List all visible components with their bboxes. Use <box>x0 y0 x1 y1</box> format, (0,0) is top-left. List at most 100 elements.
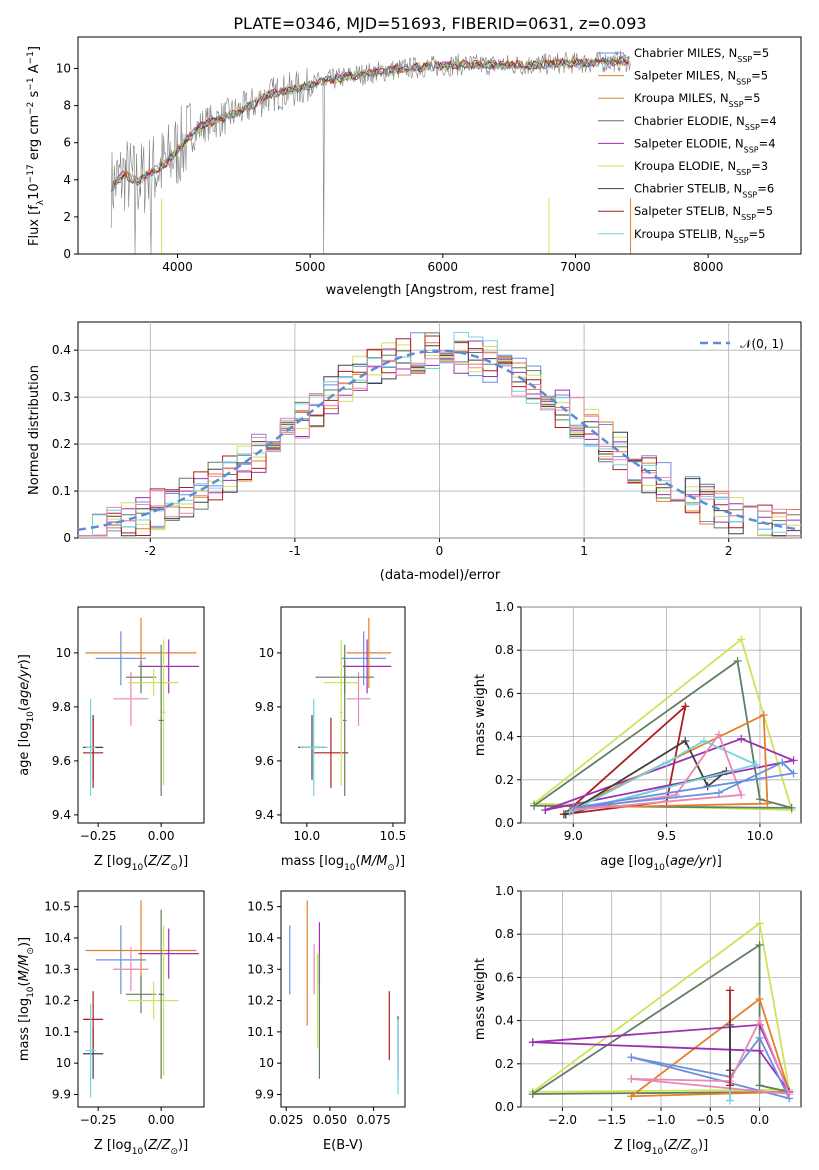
x-axis-label: Z [log10(Z/Z⊙)] <box>94 1138 188 1157</box>
y-tick-label: 0.1 <box>52 484 71 498</box>
y-tick-label: 6 <box>63 136 71 150</box>
mass-weight-line <box>572 713 769 809</box>
y-tick-label: 0.4 <box>495 1014 514 1028</box>
mass-weight-marker <box>733 657 742 665</box>
y-tick-label: 10 <box>56 1056 71 1070</box>
mass-weight-marker <box>763 799 772 808</box>
legend-entry: Chabrier ELODIE, NSSP=4 <box>634 114 777 132</box>
mass-weight-marker <box>726 986 735 995</box>
legend-entry: 𝒩(0, 1) <box>740 337 784 351</box>
y-axis-label: Flux [fλ10−17 erg cm−2 s−1 A−1] <box>26 46 46 246</box>
y-axis-label: mass [log10(M/M⊙)] <box>17 937 36 1061</box>
mass-weight-marker <box>755 1046 764 1055</box>
plot-frame <box>280 890 406 1108</box>
legend-entry: Salpeter STELIB, NSSP=5 <box>634 204 773 222</box>
x-tick-label: 9.0 <box>564 829 583 843</box>
mass-vs-metallicity-panel: −0.25 0.00 9.9 10 10.1 10.2 10.3 10.4 10.5 Z [log… <box>17 890 205 1157</box>
y-tick-label: 0.3 <box>52 390 71 404</box>
plot-frame <box>77 606 205 824</box>
y-tick-label: 0.6 <box>495 686 514 700</box>
legend-entry: Salpeter MILES, NSSP=5 <box>634 69 768 87</box>
y-axis-label: mass weight <box>473 958 488 1040</box>
mass-weight-marker <box>759 711 768 719</box>
mass-weight-line <box>533 637 793 811</box>
y-tick-label: 10 <box>56 62 71 76</box>
x-tick-label: 10.0 <box>747 829 774 843</box>
y-tick-label: 0 <box>63 531 71 545</box>
legend-entry: Chabrier STELIB, NSSP=6 <box>634 182 774 200</box>
mass-weight-vs-metallicity-panel: −2.0 −1.5 −1.0 −0.5 0.0 0.0 0.2 0.4 0.6 0.8 1.0 Z [… <box>473 884 802 1157</box>
x-tick-label: 8000 <box>693 260 724 274</box>
y-tick-label: 9.6 <box>52 754 71 768</box>
mass-weight-marker <box>737 734 746 743</box>
x-tick-label: 0.0 <box>750 1113 769 1127</box>
mass-weight-line <box>563 703 687 816</box>
mass-weight-marker <box>755 941 764 949</box>
age-vs-mass-panel: 10.0 10.5 9.4 9.6 9.8 10 mass [log10(M/M⊙)] <box>255 606 407 873</box>
mass-weight-marker <box>778 758 787 767</box>
y-tick-label: 0.8 <box>495 927 514 941</box>
y-tick-label: 0.2 <box>495 1057 514 1071</box>
mass-weight-line <box>532 921 791 1093</box>
mass-weight-marker <box>528 1090 537 1099</box>
y-tick-label: 0.2 <box>495 773 514 787</box>
x-tick-label: 10.5 <box>380 829 407 843</box>
y-axis-label: mass weight <box>473 674 488 756</box>
x-tick-label: −0.25 <box>80 829 117 843</box>
y-tick-label: 9.9 <box>255 1087 274 1101</box>
y-tick-label: 0 <box>63 247 71 261</box>
y-tick-label: 0.8 <box>495 643 514 657</box>
y-tick-label: 9.8 <box>255 700 274 714</box>
x-tick-label: 10.0 <box>293 829 320 843</box>
x-axis-label: Z [log10(Z/Z⊙)] <box>94 854 188 873</box>
legend-entry: Kroupa STELIB, NSSP=5 <box>634 227 765 245</box>
y-tick-label: 10.2 <box>44 994 71 1008</box>
x-tick-label: −2.0 <box>548 1113 577 1127</box>
mass-weight-marker <box>755 919 764 928</box>
mass-weight-marker <box>752 760 761 769</box>
mass-weight-marker <box>755 1081 764 1090</box>
mass-weight-marker <box>737 790 746 799</box>
legend-entry: Chabrier MILES, NSSP=5 <box>634 46 769 64</box>
y-tick-label: 10.5 <box>247 900 274 914</box>
y-tick-label: 10.4 <box>44 931 71 945</box>
model-spectrum-line <box>110 55 630 192</box>
x-tick-label: −1.0 <box>646 1113 675 1127</box>
mass-weight-marker <box>787 803 796 812</box>
y-tick-label: 2 <box>63 210 71 224</box>
mass-weight-marker <box>726 1020 735 1029</box>
mass-weight-marker <box>627 1092 636 1101</box>
mass-weight-marker <box>726 1066 735 1075</box>
mass-weight-marker <box>755 1016 764 1025</box>
legend-entry: Salpeter ELODIE, NSSP=4 <box>634 136 776 154</box>
mass-weight-marker <box>681 736 690 745</box>
x-tick-label: 5000 <box>295 260 326 274</box>
x-tick-label: 0.050 <box>313 1113 347 1127</box>
y-tick-label: 9.4 <box>255 808 274 822</box>
y-tick-label: 10 <box>259 1056 274 1070</box>
y-tick-label: 10.1 <box>44 1025 71 1039</box>
x-tick-label: -2 <box>144 544 156 558</box>
mass-weight-marker <box>714 788 723 797</box>
y-tick-label: 0.4 <box>52 343 71 357</box>
mass-weight-marker <box>699 736 708 745</box>
x-tick-label: 0.00 <box>148 829 175 843</box>
y-tick-label: 4 <box>63 173 71 187</box>
figure-title: PLATE=0346, MJD=51693, FIBERID=0631, z=0… <box>233 14 646 33</box>
mass-weight-marker <box>627 1074 636 1083</box>
y-tick-label: 10.1 <box>247 1025 274 1039</box>
mass-weight-marker <box>737 635 746 644</box>
x-tick-label: 6000 <box>428 260 459 274</box>
mass-weight-marker <box>681 702 690 711</box>
y-tick-label: 1.0 <box>495 600 514 614</box>
y-tick-label: 0.2 <box>52 437 71 451</box>
x-tick-label: 0 <box>436 544 444 558</box>
x-tick-label: −0.25 <box>80 1113 117 1127</box>
observed-spectrum-line <box>110 50 632 255</box>
age-vs-metallicity-panel: −0.25 0.00 9.4 9.6 9.8 10 Z [log10(Z/Z⊙)] age [… <box>17 606 205 873</box>
x-tick-label: -1 <box>289 544 301 558</box>
y-tick-label: 10.4 <box>247 931 274 945</box>
y-tick-label: 9.4 <box>52 808 71 822</box>
y-tick-label: 9.9 <box>52 1087 71 1101</box>
y-tick-label: 0.0 <box>495 816 514 830</box>
